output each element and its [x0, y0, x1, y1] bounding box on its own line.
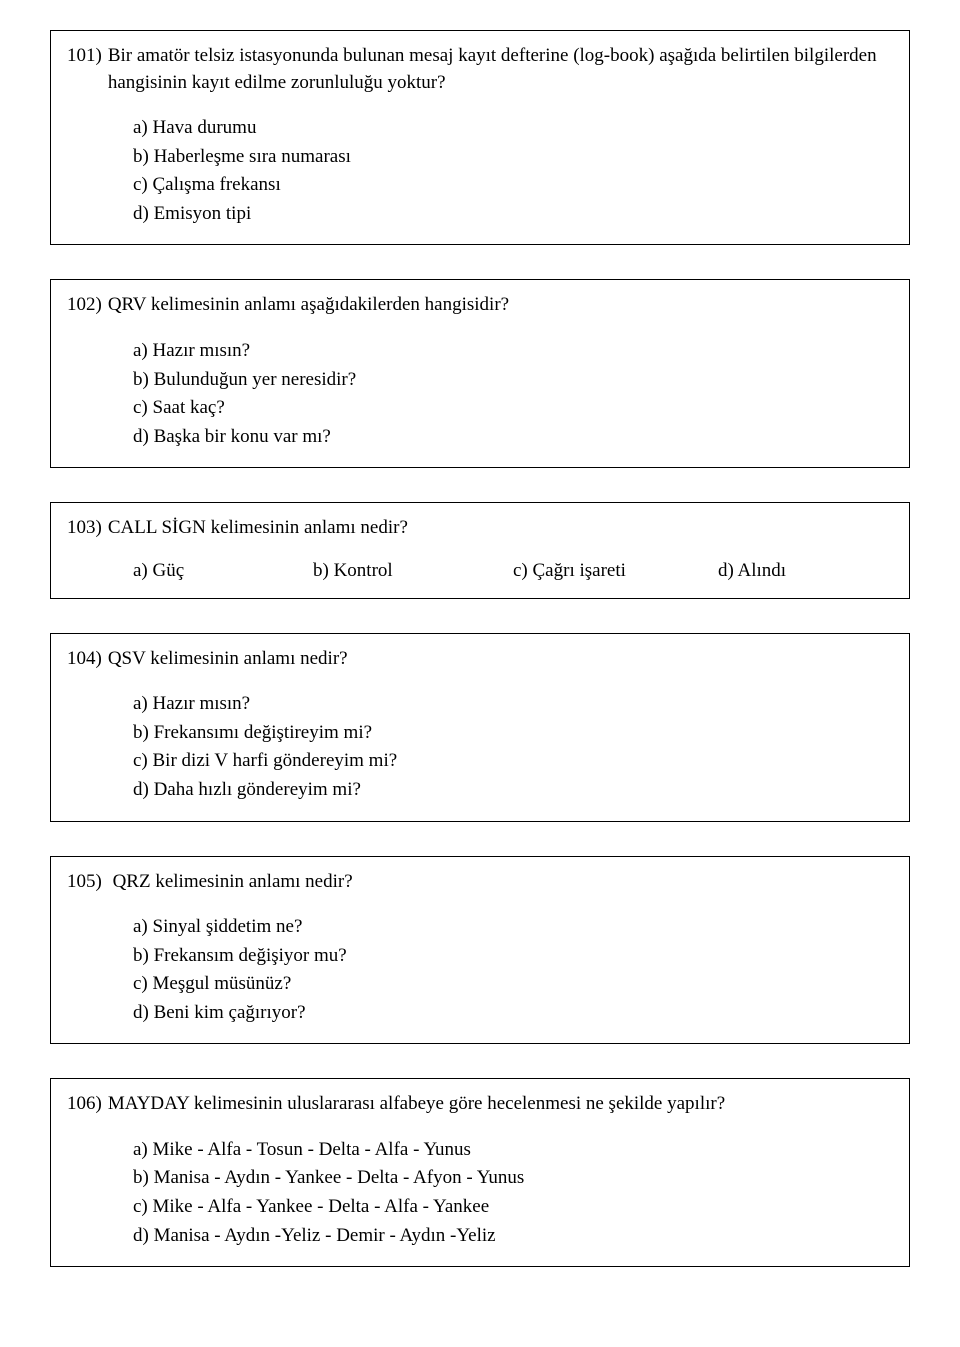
option-a: a) Mike - Alfa - Tosun - Delta - Alfa - … [133, 1136, 893, 1164]
question-body: CALL SİGN kelimesinin anlamı nedir? [108, 515, 893, 542]
question-box-105: 105) QRZ kelimesinin anlamı nedir? a) Si… [50, 856, 910, 1045]
options-list: a) Sinyal şiddetim ne? b) Frekansım deği… [67, 913, 893, 1026]
option-a: a) Sinyal şiddetim ne? [133, 913, 893, 941]
question-number: 103) [67, 515, 102, 542]
question-body: QSV kelimesinin anlamı nedir? [108, 646, 893, 673]
options-list: a) Hava durumu b) Haberleşme sıra numara… [67, 114, 893, 227]
question-number: 105) [67, 871, 102, 892]
question-box-106: 106) MAYDAY kelimesinin uluslararası alf… [50, 1078, 910, 1267]
option-d: d) Alındı [718, 560, 786, 582]
question-text: 103) CALL SİGN kelimesinin anlamı nedir? [67, 515, 893, 542]
option-c: c) Bir dizi V harfi göndereyim mi? [133, 747, 893, 775]
options-list: a) Güç b) Kontrol c) Çağrı işareti d) Al… [67, 560, 893, 582]
question-body: QRV kelimesinin anlamı aşağıdakilerden h… [108, 292, 893, 319]
question-body: MAYDAY kelimesinin uluslararası alfabeye… [108, 1091, 893, 1118]
question-box-101: 101) Bir amatör telsiz istasyonunda bulu… [50, 30, 910, 245]
question-text: 106) MAYDAY kelimesinin uluslararası alf… [67, 1091, 893, 1118]
option-c: c) Saat kaç? [133, 394, 893, 422]
option-b: b) Haberleşme sıra numarası [133, 143, 893, 171]
option-a: a) Güç [133, 560, 313, 582]
question-number: 102) [67, 292, 102, 319]
option-b: b) Manisa - Aydın - Yankee - Delta - Afy… [133, 1164, 893, 1192]
options-list: a) Hazır mısın? b) Bulunduğun yer neresi… [67, 337, 893, 450]
question-box-103: 103) CALL SİGN kelimesinin anlamı nedir?… [50, 502, 910, 599]
question-number: 101) [67, 43, 102, 96]
option-d: d) Daha hızlı göndereyim mi? [133, 776, 893, 804]
question-body: Bir amatör telsiz istasyonunda bulunan m… [108, 43, 893, 96]
question-text: 102) QRV kelimesinin anlamı aşağıdakiler… [67, 292, 893, 319]
option-c: c) Çalışma frekansı [133, 171, 893, 199]
question-box-104: 104) QSV kelimesinin anlamı nedir? a) Ha… [50, 633, 910, 822]
option-d: d) Beni kim çağırıyor? [133, 999, 893, 1027]
option-c: c) Çağrı işareti [513, 560, 718, 582]
option-d: d) Başka bir konu var mı? [133, 423, 893, 451]
question-text: 101) Bir amatör telsiz istasyonunda bulu… [67, 43, 893, 96]
option-b: b) Kontrol [313, 560, 513, 582]
question-text: 104) QSV kelimesinin anlamı nedir? [67, 646, 893, 673]
question-text: 105) QRZ kelimesinin anlamı nedir? [67, 869, 893, 896]
option-b: b) Bulunduğun yer neresidir? [133, 366, 893, 394]
option-a: a) Hazır mısın? [133, 690, 893, 718]
option-d: d) Emisyon tipi [133, 200, 893, 228]
question-number: 104) [67, 646, 102, 673]
question-number: 106) [67, 1091, 102, 1118]
option-a: a) Hava durumu [133, 114, 893, 142]
option-c: c) Mike - Alfa - Yankee - Delta - Alfa -… [133, 1193, 893, 1221]
option-b: b) Frekansımı değiştireyim mi? [133, 719, 893, 747]
options-list: a) Mike - Alfa - Tosun - Delta - Alfa - … [67, 1136, 893, 1249]
option-a: a) Hazır mısın? [133, 337, 893, 365]
options-list: a) Hazır mısın? b) Frekansımı değiştirey… [67, 690, 893, 803]
question-box-102: 102) QRV kelimesinin anlamı aşağıdakiler… [50, 279, 910, 468]
question-body: QRZ kelimesinin anlamı nedir? [113, 871, 353, 892]
option-c: c) Meşgul müsünüz? [133, 970, 893, 998]
option-b: b) Frekansım değişiyor mu? [133, 942, 893, 970]
option-d: d) Manisa - Aydın -Yeliz - Demir - Aydın… [133, 1222, 893, 1250]
